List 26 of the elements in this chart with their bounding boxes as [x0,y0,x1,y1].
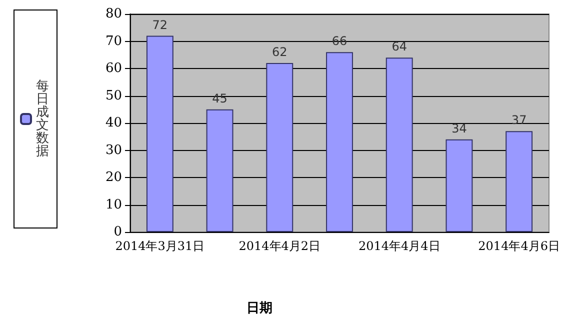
data-label: 72 [152,18,168,32]
bar [206,109,234,232]
bar [326,52,353,232]
bar [386,58,413,232]
x-tick-label: 2014年4月4日 [358,239,440,253]
y-tick-label: 60 [105,61,122,76]
x-tick-label: 2014年4月6日 [478,239,560,253]
x-tick-label: 2014年4月2日 [238,239,321,253]
bar [506,131,533,232]
legend-label: 每日成文数据 [36,79,49,159]
bar [266,63,294,232]
x-tick-label: 2014年3月31日 [115,239,205,253]
x-axis-title: 日期 [246,301,272,316]
y-tick-label: 70 [105,34,122,49]
data-label: 34 [452,121,467,136]
y-tick-label: 0 [114,224,122,240]
bar [446,139,473,232]
y-tick-label: 40 [105,116,122,130]
bar [146,36,174,232]
y-tick-label: 80 [105,6,122,22]
data-label: 64 [392,40,407,54]
y-tick-label: 50 [105,88,122,104]
y-tick-label: 20 [105,170,122,185]
y-tick-label: 10 [105,197,122,212]
data-label: 62 [272,45,288,60]
y-tick-label: 30 [105,142,122,158]
